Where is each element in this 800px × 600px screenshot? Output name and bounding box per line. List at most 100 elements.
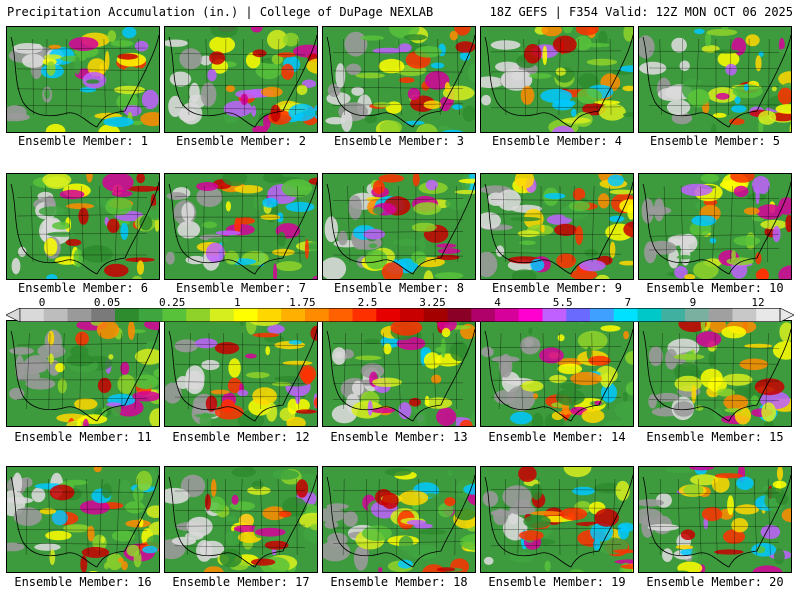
colorbar-segment [162, 308, 187, 322]
colorbar-segment [91, 308, 116, 322]
colorbar-segment [210, 308, 235, 322]
colorbar-segment [305, 308, 330, 322]
colorbar-segment [138, 308, 163, 322]
precip-field [7, 467, 159, 572]
colorbar-segment [732, 308, 757, 322]
product-title: Precipitation Accumulation (in.) | Colle… [7, 5, 434, 19]
member-label-9: Ensemble Member: 9 [491, 281, 623, 295]
member-map-1[interactable] [6, 26, 160, 133]
member-label-6: Ensemble Member: 6 [17, 281, 149, 295]
colorbar-segment [495, 308, 520, 322]
colorbar-segment [518, 308, 543, 322]
colorbar-tick-label: 9 [689, 296, 697, 309]
precip-field [7, 27, 159, 132]
colorbar-segment [67, 308, 92, 322]
colorbar [6, 308, 794, 322]
member-map-5[interactable] [638, 26, 792, 133]
colorbar-tick-label: 12 [751, 296, 765, 309]
member-label-3: Ensemble Member: 3 [333, 134, 465, 148]
member-label-17: Ensemble Member: 17 [172, 575, 310, 589]
colorbar-segment [447, 308, 472, 322]
colorbar-segment [400, 308, 425, 322]
precip-field [323, 27, 475, 132]
colorbar-tick-label: 3.25 [419, 296, 446, 309]
member-map-11[interactable] [6, 320, 160, 427]
precip-field [481, 321, 633, 426]
member-map-20[interactable] [638, 466, 792, 573]
colorbar-min-arrow [6, 308, 21, 322]
colorbar-segment [542, 308, 567, 322]
member-map-2[interactable] [164, 26, 318, 133]
member-map-7[interactable] [164, 173, 318, 280]
colorbar-segment [590, 308, 615, 322]
precip-field [323, 467, 475, 572]
member-label-11: Ensemble Member: 11 [14, 430, 152, 444]
member-label-8: Ensemble Member: 8 [333, 281, 465, 295]
member-map-8[interactable] [322, 173, 476, 280]
precip-field [323, 174, 475, 279]
colorbar-segment [613, 308, 638, 322]
header: Precipitation Accumulation (in.) | Colle… [0, 0, 800, 26]
member-label-14: Ensemble Member: 14 [488, 430, 626, 444]
colorbar-segment [661, 308, 686, 322]
colorbar-tick-label: 0 [38, 296, 46, 309]
member-label-12: Ensemble Member: 12 [172, 430, 310, 444]
member-map-13[interactable] [322, 320, 476, 427]
precip-field [639, 27, 791, 132]
colorbar-segment [352, 308, 377, 322]
member-map-17[interactable] [164, 466, 318, 573]
member-map-14[interactable] [480, 320, 634, 427]
colorbar-segment [186, 308, 211, 322]
member-map-12[interactable] [164, 320, 318, 427]
colorbar-segment [281, 308, 306, 322]
colorbar-segment [43, 308, 68, 322]
colorbar-segment [20, 308, 45, 322]
colorbar-tick-label: 0.25 [158, 296, 186, 309]
member-map-19[interactable] [480, 466, 634, 573]
member-label-18: Ensemble Member: 18 [330, 575, 468, 589]
precip-field [165, 174, 317, 279]
precip-field [481, 27, 633, 132]
member-label-4: Ensemble Member: 4 [491, 134, 623, 148]
member-map-4[interactable] [480, 26, 634, 133]
precip-field [639, 467, 791, 572]
member-map-3[interactable] [322, 26, 476, 133]
member-label-19: Ensemble Member: 19 [488, 575, 626, 589]
precip-field [165, 27, 317, 132]
colorbar-segment [257, 308, 282, 322]
colorbar-tick-label: 1 [233, 296, 241, 309]
member-label-10: Ensemble Member: 10 [646, 281, 784, 295]
colorbar-tick-label: 1.75 [289, 296, 316, 309]
member-label-13: Ensemble Member: 13 [330, 430, 468, 444]
precip-field [323, 321, 475, 426]
member-label-1: Ensemble Member: 1 [17, 134, 149, 148]
member-map-15[interactable] [638, 320, 792, 427]
colorbar-tick-label: 2.5 [357, 296, 378, 309]
precip-field [481, 174, 633, 279]
member-label-5: Ensemble Member: 5 [649, 134, 781, 148]
precip-field [481, 467, 633, 572]
colorbar-max-arrow [779, 308, 794, 322]
member-label-15: Ensemble Member: 15 [646, 430, 784, 444]
valid-time-title: 18Z GEFS | F354 Valid: 12Z MON OCT 06 20… [489, 5, 793, 19]
colorbar-tick-label: 5.5 [552, 296, 573, 309]
precip-field [165, 467, 317, 572]
precip-field [7, 174, 159, 279]
colorbar-segment [756, 308, 781, 322]
member-label-16: Ensemble Member: 16 [14, 575, 152, 589]
colorbar-segment [471, 308, 496, 322]
colorbar-segment [423, 308, 448, 322]
member-map-6[interactable] [6, 173, 160, 280]
precip-field [639, 174, 791, 279]
colorbar-segment [566, 308, 591, 322]
member-map-9[interactable] [480, 173, 634, 280]
member-map-18[interactable] [322, 466, 476, 573]
precip-field [165, 321, 317, 426]
colorbar-segment [115, 308, 140, 322]
colorbar-tick-label: 0.05 [93, 296, 121, 309]
member-map-10[interactable] [638, 173, 792, 280]
colorbar-segment [637, 308, 662, 322]
member-label-20: Ensemble Member: 20 [646, 575, 784, 589]
member-map-16[interactable] [6, 466, 160, 573]
colorbar-tick-label: 4 [494, 296, 501, 309]
